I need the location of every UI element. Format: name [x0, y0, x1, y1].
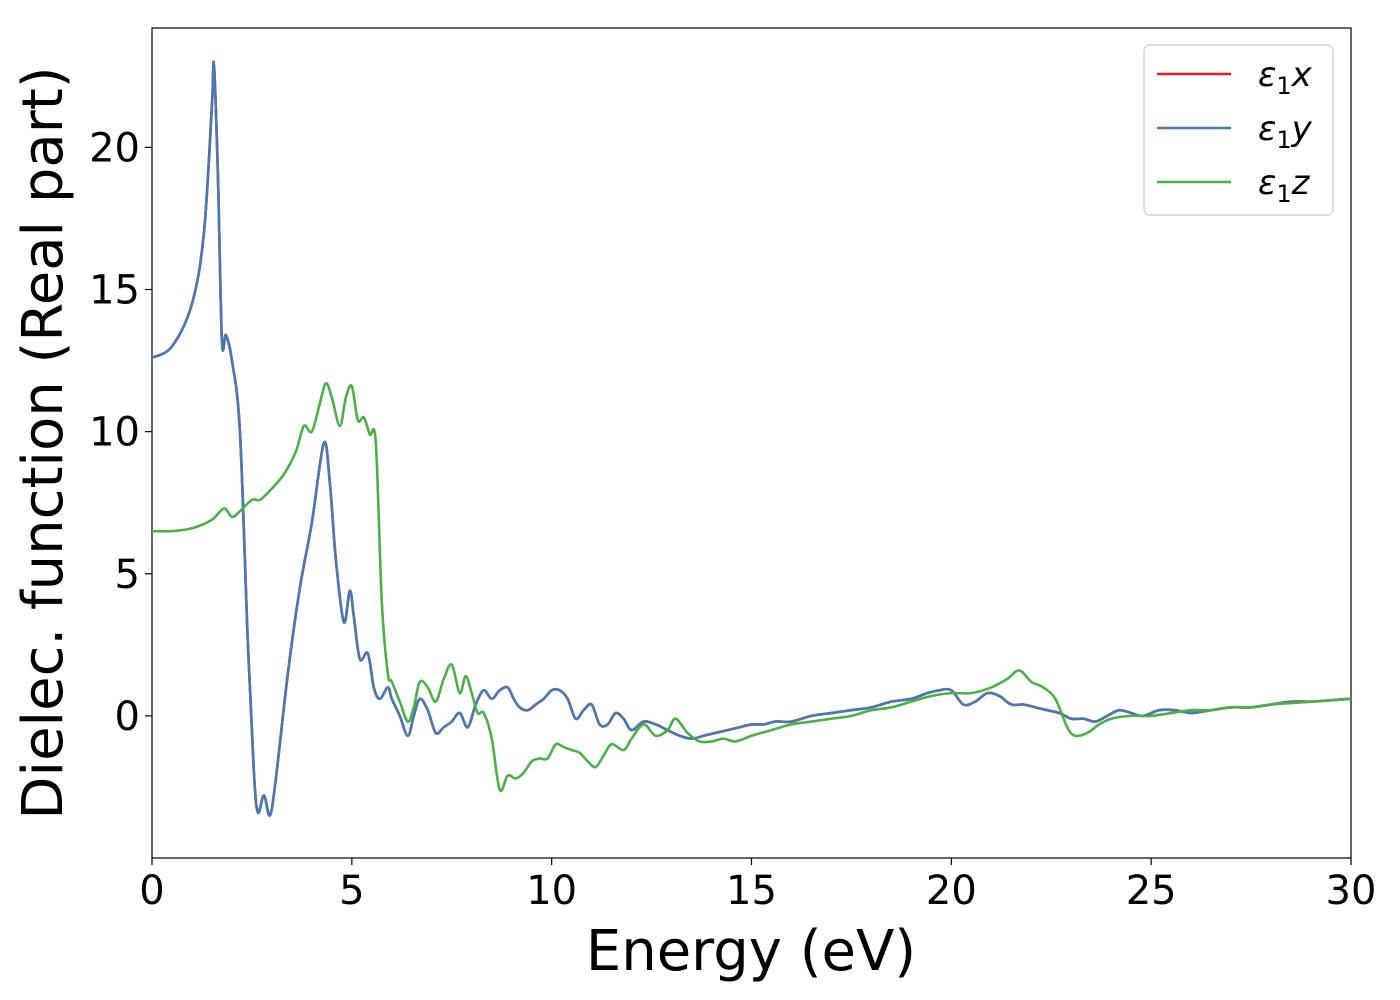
y-axis-ticks: 0 5 10 15 20 — [89, 125, 152, 740]
y-tick-label: 20 — [89, 125, 140, 171]
legend: ε1x ε1y ε1z — [1143, 44, 1334, 216]
legend-label: ε1z — [1258, 163, 1311, 208]
legend-label: ε1x — [1258, 55, 1313, 100]
x-tick-label: 20 — [926, 868, 977, 914]
x-tick-label: 30 — [1326, 868, 1377, 914]
legend-entry-z: ε1z — [1157, 163, 1311, 208]
x-tick-label: 25 — [1126, 868, 1177, 914]
x-axis-ticks: 0 5 10 15 20 25 30 — [139, 858, 1376, 914]
y-tick-label: 5 — [115, 552, 140, 598]
series-line-z — [152, 382, 1351, 793]
y-tick-label: 0 — [115, 694, 140, 740]
y-tick-label: 10 — [89, 410, 140, 456]
legend-entry-x: ε1x — [1157, 55, 1313, 100]
x-tick-label: 5 — [339, 868, 364, 914]
x-axis-label: Energy (eV) — [586, 919, 916, 984]
y-tick-label: 15 — [89, 268, 140, 314]
legend-box — [1143, 44, 1334, 216]
y-axis-label: Dielec. function (Real part) — [11, 66, 76, 819]
x-tick-label: 0 — [139, 868, 164, 914]
series-layer — [152, 60, 1351, 817]
legend-entry-y: ε1y — [1157, 109, 1313, 154]
x-tick-label: 15 — [726, 868, 777, 914]
x-tick-label: 10 — [526, 868, 577, 914]
legend-items: ε1x ε1y ε1z — [1157, 55, 1313, 208]
series-line-y — [152, 60, 1351, 817]
legend-label: ε1y — [1258, 109, 1313, 154]
